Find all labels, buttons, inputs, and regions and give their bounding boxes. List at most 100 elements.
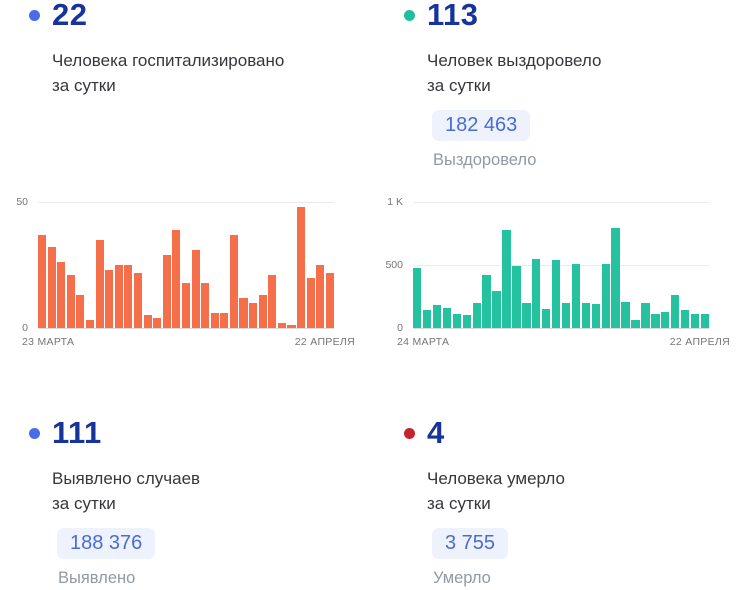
bar <box>442 308 452 328</box>
recovered-total-label: Выздоровело <box>433 151 537 169</box>
x-axis-start-label: 24 МАРТА <box>397 336 450 348</box>
bar <box>47 247 56 328</box>
bar <box>601 263 610 328</box>
bar <box>95 239 104 328</box>
y-axis-tick-label: 0 <box>22 322 28 334</box>
bar <box>462 315 472 328</box>
bar <box>670 295 680 328</box>
y-axis-tick-label: 500 <box>385 259 403 271</box>
bar <box>581 302 591 328</box>
bar <box>502 229 511 328</box>
x-axis-end-label: 22 АПРЕЛЯ <box>669 336 730 348</box>
bar-series <box>413 202 710 328</box>
hospitalized-subtitle: Человека госпитализировано за сутки <box>52 48 284 98</box>
bar <box>191 249 200 328</box>
subtitle-line-1: Человек выздоровело <box>427 51 602 70</box>
bar <box>76 295 85 328</box>
bar <box>66 275 75 328</box>
bar <box>114 265 123 328</box>
bar <box>143 315 152 328</box>
subtitle-line-1: Человека госпитализировано <box>52 51 285 70</box>
bar <box>532 259 541 328</box>
bar <box>277 322 286 328</box>
recovered-total-badge: 182 463 <box>432 110 531 141</box>
bar <box>512 266 521 328</box>
bar <box>258 295 267 328</box>
bar <box>661 311 670 328</box>
bar <box>220 312 229 328</box>
bar <box>297 207 306 328</box>
bar <box>561 302 571 328</box>
bar <box>105 270 114 328</box>
subtitle-line-2: за сутки <box>427 494 491 513</box>
bar <box>287 325 296 328</box>
subtitle-line-2: за сутки <box>52 76 116 95</box>
subtitle-line-2: за сутки <box>52 494 116 513</box>
bullet-icon-detected <box>29 428 40 439</box>
bar <box>621 301 630 328</box>
x-axis-baseline <box>413 328 709 329</box>
panel-recovered: 113 Человек выздоровело за сутки 182 463… <box>375 0 750 375</box>
deaths-daily-value: 4 <box>427 415 445 450</box>
deaths-total-badge: 3 755 <box>432 528 509 559</box>
bullet-icon-recovered <box>404 10 415 21</box>
bar <box>690 314 700 328</box>
bar <box>422 310 432 328</box>
bar <box>38 234 47 328</box>
bar <box>452 313 462 328</box>
bar <box>239 297 248 328</box>
deaths-total-label: Умерло <box>433 569 491 587</box>
bar <box>522 302 531 328</box>
bar <box>306 277 315 328</box>
detected-daily-value: 111 <box>52 415 102 450</box>
bar <box>611 228 620 328</box>
bar <box>680 309 690 328</box>
bar <box>551 259 561 328</box>
bar <box>201 282 210 328</box>
bar <box>492 291 501 328</box>
x-axis-start-label: 23 МАРТА <box>22 336 75 348</box>
bar-series <box>38 202 334 328</box>
bar <box>316 265 325 328</box>
bar <box>700 313 710 328</box>
bar <box>172 229 181 328</box>
bullet-icon-deaths <box>404 428 415 439</box>
y-axis-tick-label: 1 K <box>387 196 403 208</box>
gridline <box>38 202 334 203</box>
hospitalized-daily-value: 22 <box>52 0 88 32</box>
detected-subtitle: Выявлено случаев за сутки <box>52 466 200 516</box>
gridline <box>413 265 709 266</box>
bar <box>541 309 551 328</box>
bar <box>631 320 640 328</box>
bar <box>85 320 95 328</box>
recovered-bar-chart: 0 500 1 K 24 МАРТА 22 АПРЕЛЯ <box>375 190 737 352</box>
y-axis-tick-label: 50 <box>16 196 28 208</box>
bar <box>325 272 334 328</box>
y-axis-tick-label: 0 <box>397 322 403 334</box>
bar <box>133 272 143 328</box>
subtitle-line-1: Человека умерло <box>427 469 565 488</box>
bar <box>472 302 481 328</box>
x-axis-end-label: 22 АПРЕЛЯ <box>294 336 355 348</box>
gridline <box>413 202 709 203</box>
panel-deaths: 4 Человека умерло за сутки 3 755 Умерло <box>375 415 750 590</box>
recovered-subtitle: Человек выздоровело за сутки <box>427 48 602 98</box>
recovered-daily-value: 113 <box>427 0 479 32</box>
bar <box>181 282 190 328</box>
bar <box>162 254 171 328</box>
bar <box>57 262 66 328</box>
detected-total-badge: 188 376 <box>57 528 156 559</box>
bar <box>268 275 277 328</box>
hospitalized-bar-chart: 0 50 23 МАРТА 22 АПРЕЛЯ <box>0 190 362 352</box>
bar <box>432 305 442 328</box>
bullet-icon-hospitalized <box>29 10 40 21</box>
bar <box>210 312 219 328</box>
panel-detected: 111 Выявлено случаев за сутки 188 376 Вы… <box>0 415 375 590</box>
bar <box>641 303 650 328</box>
bar <box>571 263 581 328</box>
deaths-subtitle: Человека умерло за сутки <box>427 466 565 516</box>
bar <box>413 267 422 328</box>
bar <box>249 302 258 328</box>
x-axis-baseline <box>38 328 334 329</box>
